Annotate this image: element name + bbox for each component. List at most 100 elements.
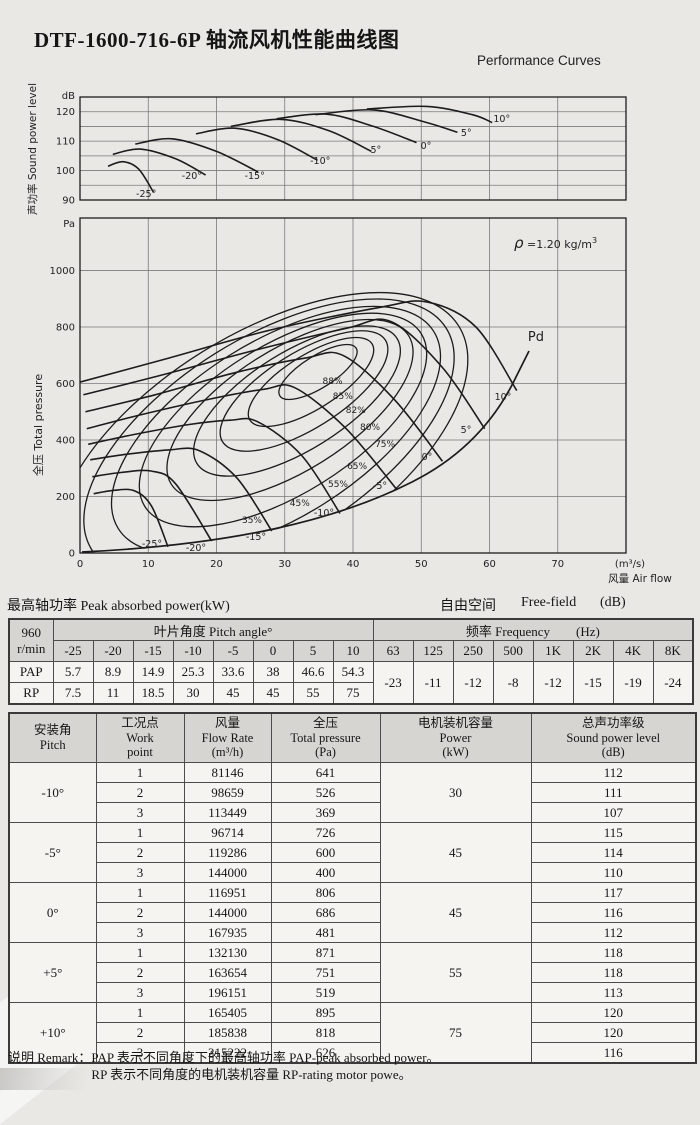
- work-point-cell: 3: [95, 922, 185, 943]
- frequency-correction-value: -23: [372, 661, 414, 705]
- pd-curve-label: Pd: [528, 330, 544, 345]
- sound-curve--15°: [135, 137, 259, 173]
- rp-value: 18.5: [132, 682, 174, 705]
- pressure-curve-0°: [85, 351, 444, 462]
- sound-power-cell: 117: [530, 882, 697, 903]
- frequency-correction-value: -19: [612, 661, 654, 705]
- sound-power-cell: 120: [530, 1022, 697, 1043]
- work-point-cell: 2: [95, 782, 185, 803]
- pressure-curve-label: -15°: [246, 532, 266, 543]
- frequency-correction-value: -8: [492, 661, 534, 705]
- flow-rate-cell: 116951: [183, 882, 272, 903]
- free-field-caption-unit: (dB): [600, 595, 626, 610]
- remark-note: 说明 Remark： PAP 表示不同角度下的最高轴功率 PAP-peak ab…: [8, 1050, 440, 1084]
- efficiency-contours: [80, 291, 469, 553]
- sound-power-chart: 90 100 110 120 dB 声功率 Sound power level -25° -2…: [26, 83, 627, 215]
- pitch-angle-header: 叶片角度 Pitch angle°: [52, 618, 374, 641]
- pitch-angle-value: -10: [172, 640, 214, 662]
- frequency-header: 频率 Frequency (Hz): [372, 618, 694, 641]
- frequency-correction-value: -15: [572, 661, 614, 705]
- motor-power-cell: 45: [379, 882, 532, 943]
- flow-x-tick: 50: [415, 559, 428, 570]
- flow-x-tick: 0: [77, 559, 83, 570]
- sound-y-tick: 100: [56, 166, 75, 177]
- sound-curve-5°: [315, 108, 458, 134]
- total-pressure-cell: 481: [270, 922, 381, 943]
- flow-rate-cell: 144000: [183, 902, 272, 923]
- sound-curve-label: 10°: [493, 114, 510, 125]
- work-point-cell: 2: [95, 902, 185, 923]
- work-point-cell: 1: [95, 882, 185, 903]
- flow-rate-cell: 81146: [183, 762, 272, 783]
- total-pressure-cell: 726: [270, 822, 381, 843]
- pressure-curve--5°: [86, 384, 398, 490]
- frequency-band: 250: [452, 640, 494, 662]
- flow-rate-cell: 165405: [183, 1002, 272, 1023]
- flow-x-tick: 30: [278, 559, 291, 570]
- pap-value: 5.7: [52, 661, 94, 683]
- column-header: 电机装机容量 Power (kW): [379, 712, 532, 763]
- pressure-y-tick: 400: [56, 436, 75, 447]
- sound-power-cell: 110: [530, 862, 697, 883]
- column-header: 总声功率级 Sound power level (dB): [530, 712, 697, 763]
- flow-x-tick: 70: [551, 559, 564, 570]
- sound-curve--5°: [230, 118, 372, 153]
- sound-y-unit: dB: [62, 91, 75, 102]
- rp-value: 7.5: [52, 682, 94, 705]
- work-point-cell: 2: [95, 842, 185, 863]
- pressure-curve-label: -5°: [373, 481, 387, 492]
- pitch-angle-cell: -10°: [8, 762, 97, 823]
- total-pressure-cell: 806: [270, 882, 381, 903]
- total-pressure-cell: 400: [270, 862, 381, 883]
- total-pressure-cell: 751: [270, 962, 381, 983]
- motor-power-cell: 30: [379, 762, 532, 823]
- rp-value: 11: [92, 682, 134, 705]
- efficiency-contour-75%: [166, 318, 414, 502]
- efficiency-contour-88%: [278, 343, 358, 401]
- work-point-cell: 1: [95, 822, 185, 843]
- flow-rate-cell: 98659: [183, 782, 272, 803]
- sound-curve--25°: [107, 160, 155, 194]
- pitch-angle-cell: +10°: [8, 1002, 97, 1064]
- flow-x-tick: 60: [483, 559, 496, 570]
- column-header: 安装角 Pitch: [8, 712, 97, 763]
- pap-value: 25.3: [172, 661, 214, 683]
- pitch-angle-value: 10: [332, 640, 374, 662]
- pap-value: 14.9: [132, 661, 174, 683]
- pressure-curve-label: -20°: [186, 543, 206, 554]
- sound-power-cell: 107: [530, 802, 697, 823]
- sound-curve-label: -20°: [182, 171, 202, 182]
- efficiency-label: 55%: [328, 480, 348, 490]
- frequency-correction-value: -12: [532, 661, 574, 705]
- pd-curve: [81, 350, 530, 553]
- pressure-y-unit: Pa: [63, 219, 75, 230]
- total-pressure-cell: 369: [270, 802, 381, 823]
- sound-power-cell: 118: [530, 942, 697, 963]
- total-pressure-cell: 871: [270, 942, 381, 963]
- flow-rate-cell: 119286: [183, 842, 272, 863]
- sound-curve-label: -5°: [367, 145, 381, 156]
- frequency-band: 63: [372, 640, 414, 662]
- total-pressure-cell: 626: [270, 1042, 381, 1064]
- mid-caption-row: 最高轴功率 Peak absorbed power(kW) 自由空间 Free-…: [0, 595, 700, 615]
- sound-y-tick: 110: [56, 137, 75, 148]
- sound-power-cell: 115: [530, 822, 697, 843]
- free-field-caption-cn: 自由空间: [440, 599, 496, 614]
- sound-y-axis-label: 声功率 Sound power level: [26, 83, 39, 215]
- flow-rate-cell: 132130: [183, 942, 272, 963]
- efficiency-label: 35%: [242, 516, 262, 526]
- pap-value: 38: [252, 661, 294, 683]
- efficiency-label: 85%: [333, 392, 353, 402]
- rp-value: 45: [212, 682, 254, 705]
- frequency-band: 2K: [572, 640, 614, 662]
- frequency-correction-value: -24: [652, 661, 694, 705]
- air-density-note: ρ =1.20 kg/m3: [514, 234, 597, 252]
- sound-power-cell: 120: [530, 1002, 697, 1023]
- sound-power-cell: 116: [530, 902, 697, 923]
- work-point-table: 安装角 Pitch 工况点 Work point 风量 Flow Rate (m³/h) 全压 T…: [8, 712, 697, 1064]
- sound-curve-10°: [366, 105, 493, 124]
- work-point-cell: 3: [95, 862, 185, 883]
- pap-value: 46.6: [292, 661, 334, 683]
- pressure-y-tick: 200: [56, 492, 75, 503]
- column-header: 风量 Flow Rate (m³/h): [183, 712, 272, 763]
